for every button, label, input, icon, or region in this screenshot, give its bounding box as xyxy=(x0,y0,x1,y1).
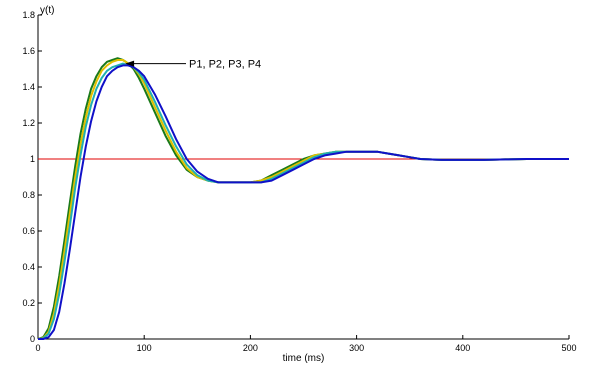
x-axis-label: time (ms) xyxy=(283,353,325,364)
series-line-2 xyxy=(37,59,569,340)
x-tick-label: 500 xyxy=(561,343,576,353)
x-tick-label: 300 xyxy=(349,343,364,353)
annotation-label: P1, P2, P3, P4 xyxy=(189,59,261,71)
series-line-4 xyxy=(38,64,569,340)
y-tick-label: 1.4 xyxy=(22,82,35,92)
y-tick-label: 0.2 xyxy=(22,298,35,308)
series-group xyxy=(37,57,569,340)
y-tick-label: 1.8 xyxy=(22,10,35,20)
y-axis-label: y(t) xyxy=(40,5,54,16)
x-tick-label: 100 xyxy=(137,343,152,353)
series-line-3 xyxy=(37,62,569,340)
y-tick-label: 0.4 xyxy=(22,262,35,272)
annotation-group: P1, P2, P3, P4 xyxy=(125,59,261,71)
y-axis-ticks: 0 0.2 0.4 0.6 0.8 1 1.2 1.4 1.6 1.8 xyxy=(22,10,42,344)
y-tick-label: 0 xyxy=(30,334,35,344)
series-line-1 xyxy=(37,57,569,340)
y-tick-label: 0.8 xyxy=(22,190,35,200)
y-tick-label: 1.2 xyxy=(22,118,35,128)
x-tick-label: 0 xyxy=(35,343,40,353)
x-tick-label: 400 xyxy=(455,343,470,353)
x-axis-ticks: 0 100 200 300 400 500 xyxy=(35,335,577,353)
y-tick-label: 1 xyxy=(30,154,35,164)
y-tick-label: 1.6 xyxy=(22,46,35,56)
annotation-arrow-head xyxy=(125,60,135,67)
y-tick-label: 0.6 xyxy=(22,226,35,236)
x-tick-label: 200 xyxy=(243,343,258,353)
